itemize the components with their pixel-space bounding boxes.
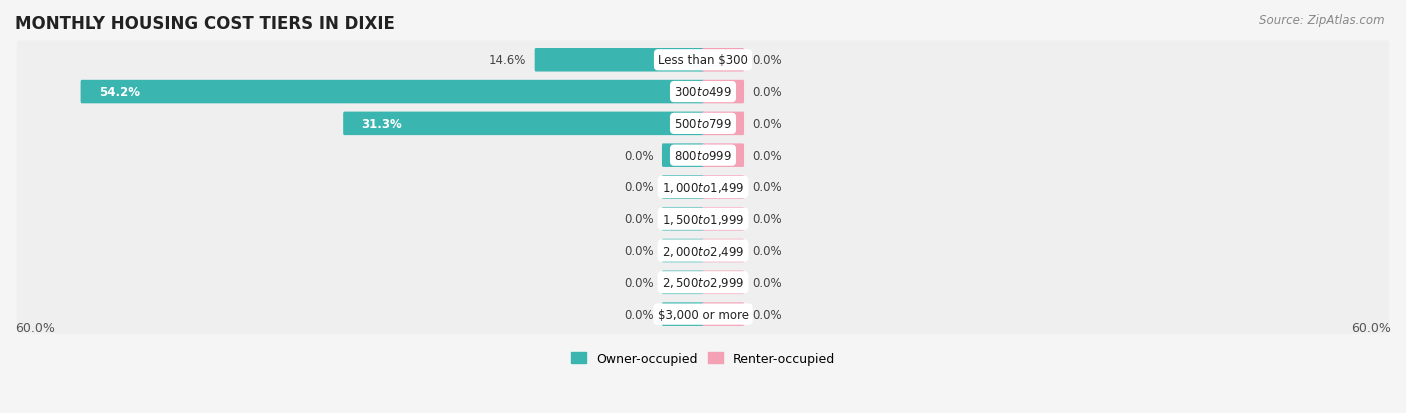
Text: 0.0%: 0.0% xyxy=(752,86,782,99)
Text: 0.0%: 0.0% xyxy=(624,213,654,225)
Text: 31.3%: 31.3% xyxy=(361,118,402,131)
Text: 60.0%: 60.0% xyxy=(15,321,55,334)
Text: 0.0%: 0.0% xyxy=(752,149,782,162)
FancyBboxPatch shape xyxy=(662,144,704,168)
FancyBboxPatch shape xyxy=(534,49,704,72)
FancyBboxPatch shape xyxy=(662,207,704,231)
Text: Less than $300: Less than $300 xyxy=(658,54,748,67)
Text: 0.0%: 0.0% xyxy=(624,244,654,257)
Text: 0.0%: 0.0% xyxy=(624,308,654,321)
Text: 0.0%: 0.0% xyxy=(752,54,782,67)
Text: 14.6%: 14.6% xyxy=(489,54,526,67)
Text: 0.0%: 0.0% xyxy=(752,276,782,289)
Legend: Owner-occupied, Renter-occupied: Owner-occupied, Renter-occupied xyxy=(567,347,839,370)
Text: $800 to $999: $800 to $999 xyxy=(673,149,733,162)
Text: $2,000 to $2,499: $2,000 to $2,499 xyxy=(662,244,744,258)
FancyBboxPatch shape xyxy=(662,176,704,199)
Text: $1,500 to $1,999: $1,500 to $1,999 xyxy=(662,212,744,226)
FancyBboxPatch shape xyxy=(17,263,1389,302)
FancyBboxPatch shape xyxy=(702,112,744,136)
FancyBboxPatch shape xyxy=(662,271,704,294)
FancyBboxPatch shape xyxy=(17,41,1389,80)
Text: $1,000 to $1,499: $1,000 to $1,499 xyxy=(662,180,744,195)
Text: 60.0%: 60.0% xyxy=(1351,321,1391,334)
Text: $2,500 to $2,999: $2,500 to $2,999 xyxy=(662,275,744,290)
Text: Source: ZipAtlas.com: Source: ZipAtlas.com xyxy=(1260,14,1385,27)
FancyBboxPatch shape xyxy=(17,73,1389,112)
FancyBboxPatch shape xyxy=(17,105,1389,143)
FancyBboxPatch shape xyxy=(702,49,744,72)
FancyBboxPatch shape xyxy=(17,232,1389,270)
FancyBboxPatch shape xyxy=(80,81,704,104)
FancyBboxPatch shape xyxy=(662,303,704,326)
FancyBboxPatch shape xyxy=(702,239,744,263)
Text: 0.0%: 0.0% xyxy=(624,276,654,289)
FancyBboxPatch shape xyxy=(662,239,704,263)
Text: 0.0%: 0.0% xyxy=(752,213,782,225)
Text: MONTHLY HOUSING COST TIERS IN DIXIE: MONTHLY HOUSING COST TIERS IN DIXIE xyxy=(15,15,395,33)
Text: $500 to $799: $500 to $799 xyxy=(673,118,733,131)
FancyBboxPatch shape xyxy=(702,207,744,231)
FancyBboxPatch shape xyxy=(702,271,744,294)
FancyBboxPatch shape xyxy=(17,168,1389,207)
Text: 54.2%: 54.2% xyxy=(98,86,139,99)
Text: 0.0%: 0.0% xyxy=(624,181,654,194)
FancyBboxPatch shape xyxy=(702,303,744,326)
Text: 0.0%: 0.0% xyxy=(752,308,782,321)
Text: 0.0%: 0.0% xyxy=(752,181,782,194)
FancyBboxPatch shape xyxy=(17,136,1389,175)
FancyBboxPatch shape xyxy=(17,200,1389,239)
Text: $300 to $499: $300 to $499 xyxy=(673,86,733,99)
FancyBboxPatch shape xyxy=(17,295,1389,334)
Text: 0.0%: 0.0% xyxy=(752,118,782,131)
Text: 0.0%: 0.0% xyxy=(752,244,782,257)
FancyBboxPatch shape xyxy=(343,112,704,136)
FancyBboxPatch shape xyxy=(702,144,744,168)
FancyBboxPatch shape xyxy=(702,81,744,104)
Text: 0.0%: 0.0% xyxy=(624,149,654,162)
Text: $3,000 or more: $3,000 or more xyxy=(658,308,748,321)
FancyBboxPatch shape xyxy=(702,176,744,199)
